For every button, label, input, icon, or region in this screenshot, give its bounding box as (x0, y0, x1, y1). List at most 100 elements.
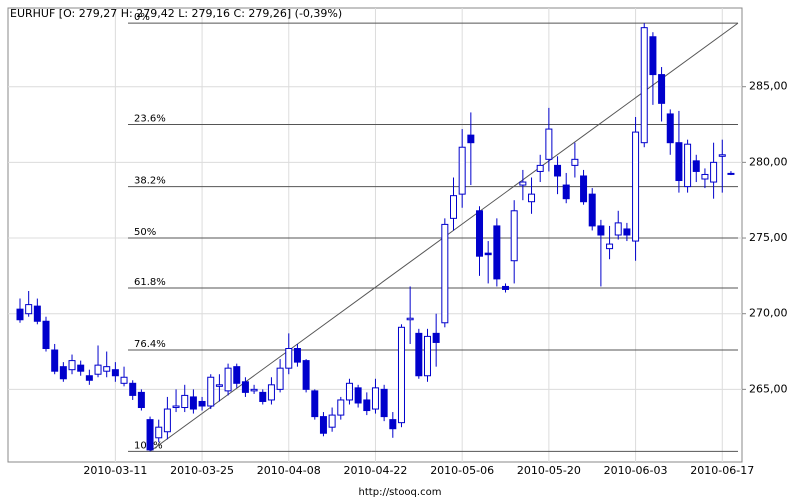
candle-body (363, 399, 371, 412)
candle-body (623, 228, 631, 236)
candle-body (571, 158, 579, 166)
candle-body (580, 175, 588, 203)
candle-body (68, 360, 76, 371)
x-tick-label: 2010-04-08 (257, 464, 321, 477)
candle-body (137, 391, 145, 409)
fib-label: 38.2% (134, 176, 166, 187)
candle-body (328, 414, 336, 428)
candle-body (172, 405, 180, 409)
candle-body (215, 384, 223, 387)
fib-layer: 0%23.6%38.2%50%61.8%76.4%100% (128, 12, 739, 452)
candle-body (181, 394, 189, 409)
candle-body (302, 360, 310, 390)
candle-body (614, 222, 622, 236)
candle-body (25, 304, 33, 315)
x-tick-label: 2010-06-17 (690, 464, 754, 477)
candle-body (658, 74, 666, 104)
y-tick-label: 275,00 (749, 231, 788, 244)
candle-body (155, 426, 163, 439)
candle-body (718, 154, 726, 157)
candle-body (146, 419, 154, 451)
candle-body (458, 146, 466, 195)
y-tick-label: 265,00 (749, 382, 788, 395)
candle-body (33, 305, 41, 322)
candle-body (293, 348, 301, 363)
candle-body (389, 419, 397, 430)
candle-body (345, 382, 353, 401)
candle-body (120, 376, 128, 384)
x-tick-label: 2010-05-20 (517, 464, 581, 477)
fib-label: 50% (134, 227, 156, 238)
candle-body (380, 388, 388, 418)
candle-body (510, 210, 518, 262)
fib-label: 23.6% (134, 114, 166, 125)
candle-body (51, 349, 59, 372)
candle-body (519, 181, 527, 186)
candle-body (233, 366, 241, 384)
candle-body (337, 399, 345, 416)
y-tick-label: 280,00 (749, 155, 788, 168)
candle-body (588, 193, 596, 227)
candle-body (640, 27, 648, 144)
candle-body (189, 396, 197, 410)
candle-body (371, 387, 379, 410)
candle-body (415, 332, 423, 377)
candle-body (16, 308, 24, 321)
candle-body (632, 131, 640, 242)
candle-body (103, 366, 111, 372)
x-tick-label: 2010-06-03 (604, 464, 668, 477)
candle-body (684, 143, 692, 188)
candle-body (406, 317, 414, 321)
candle-body (675, 142, 683, 182)
candle-body (129, 382, 137, 396)
candle-body (666, 113, 674, 144)
candle-body (727, 172, 735, 175)
candle-body (536, 164, 544, 172)
candle-body (476, 210, 484, 257)
candle-body (77, 364, 85, 372)
label-layer: 265,00 270,00 275,00 280,00 285,00 2010-03-11… (83, 80, 787, 477)
candle-body (85, 375, 93, 381)
candle-body (354, 387, 362, 404)
chart-title: EURHUF [O: 279,27 H: 279,42 L: 279,16 C:… (10, 7, 342, 20)
candle-body (528, 193, 536, 203)
candle-body (597, 225, 605, 236)
candle-body (111, 369, 119, 377)
candle-body (94, 364, 102, 375)
x-tick-label: 2010-05-06 (430, 464, 494, 477)
candle-body (259, 391, 267, 402)
fib-label: 61.8% (134, 277, 166, 288)
source-link: http://stooq.com (359, 487, 442, 498)
candle-body (502, 285, 510, 290)
candle-body (606, 243, 614, 250)
candle-body (163, 408, 171, 433)
candle-body (545, 128, 553, 160)
candle-body (710, 161, 718, 183)
candle-body (484, 252, 492, 256)
candle-body (207, 376, 215, 407)
candle-body (319, 416, 327, 434)
y-tick-label: 285,00 (749, 80, 788, 93)
candle-body (554, 164, 562, 177)
candle-body (432, 332, 440, 343)
candle-body (59, 366, 67, 380)
x-tick-label: 2010-04-22 (344, 464, 408, 477)
candle-body (267, 384, 275, 401)
candle-body (562, 184, 570, 200)
candle-body (224, 367, 232, 392)
candle-layer (16, 23, 735, 452)
candle-body (692, 160, 700, 172)
candle-body (493, 225, 501, 280)
candle-body (701, 173, 709, 180)
x-tick-label: 2010-03-11 (83, 464, 147, 477)
candle-body (276, 367, 284, 390)
candle-body (198, 400, 206, 407)
candle-body (42, 320, 50, 350)
fib-label: 0% (134, 12, 150, 23)
x-tick-label: 2010-03-25 (170, 464, 234, 477)
candle-body (241, 381, 249, 393)
fib-label: 76.4% (134, 339, 166, 350)
